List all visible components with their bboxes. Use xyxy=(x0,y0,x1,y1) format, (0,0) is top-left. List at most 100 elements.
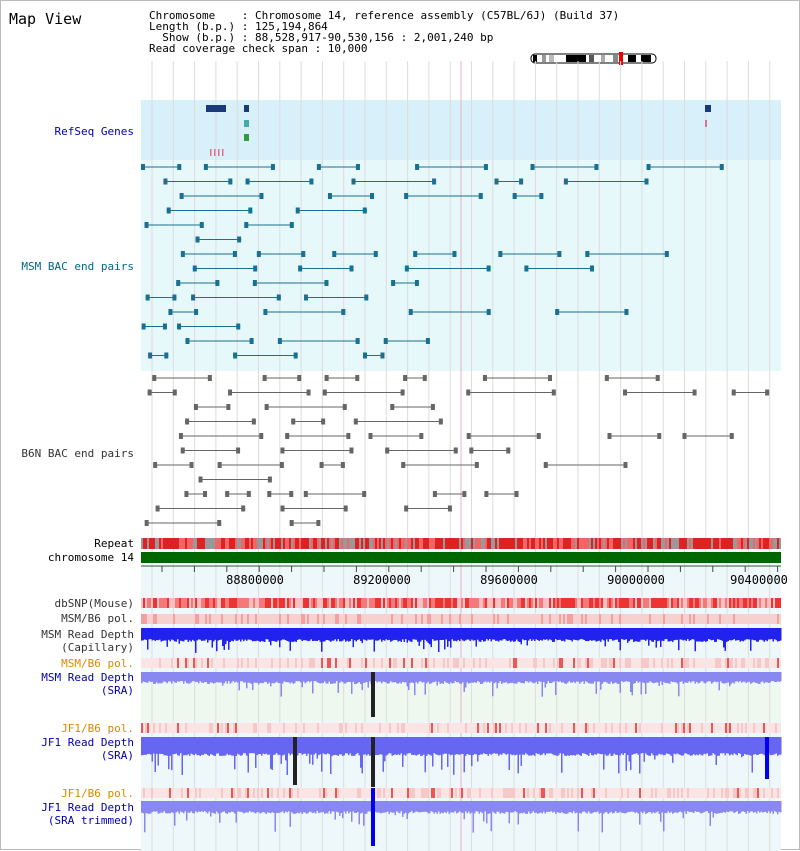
heat-cell xyxy=(321,788,323,798)
repeat-segment xyxy=(263,538,265,549)
b6n-bac-pair-end xyxy=(346,433,351,439)
heat-cell xyxy=(547,658,549,668)
heat-cell xyxy=(275,788,277,798)
msm-bac-pair-end xyxy=(414,280,419,286)
depth-bar xyxy=(201,672,203,683)
depth-bar xyxy=(754,672,756,683)
depth-bar xyxy=(390,801,392,812)
depth-bar xyxy=(289,737,291,756)
heat-cell xyxy=(627,614,629,624)
depth-bar xyxy=(666,628,668,640)
depth-bar xyxy=(615,628,617,640)
depth-bar xyxy=(682,628,684,641)
depth-bar xyxy=(703,628,705,641)
depth-bar xyxy=(454,628,456,641)
depth-bar xyxy=(451,628,453,640)
repeat-segment xyxy=(299,538,301,549)
repeat-segment xyxy=(501,538,503,549)
depth-bar xyxy=(717,737,719,756)
depth-bar xyxy=(546,737,548,754)
heat-cell xyxy=(611,598,613,608)
heat-cell xyxy=(599,788,601,798)
heat-cell xyxy=(515,598,517,608)
heat-cell xyxy=(267,658,269,668)
depth-bar xyxy=(286,672,288,683)
heat-cell xyxy=(165,658,167,668)
repeat-segment xyxy=(669,538,671,549)
depth-bar xyxy=(262,672,264,684)
heat-cell xyxy=(779,598,781,608)
heat-cell xyxy=(535,658,537,668)
depth-bar xyxy=(304,801,306,813)
depth-bar xyxy=(609,801,611,813)
depth-bar xyxy=(415,737,417,756)
depth-bar xyxy=(346,801,348,812)
heat-cell xyxy=(463,614,465,624)
depth-bar xyxy=(402,737,404,767)
depth-bar xyxy=(669,672,671,684)
depth-bar xyxy=(514,672,516,684)
heat-cell xyxy=(303,614,305,624)
repeat-segment xyxy=(457,538,459,549)
depth-bar xyxy=(162,628,164,641)
heat-cell xyxy=(673,788,675,798)
heat-cell xyxy=(419,658,421,668)
msm-bac-pair-end xyxy=(452,251,457,257)
depth-bar xyxy=(330,737,332,774)
repeat-segment xyxy=(201,538,203,549)
depth-bar xyxy=(481,628,483,641)
depth-bar xyxy=(528,801,530,812)
depth-bar xyxy=(685,737,687,754)
depth-spike xyxy=(371,672,375,717)
heat-cell xyxy=(281,723,283,733)
depth-bar xyxy=(636,672,638,682)
heat-cell xyxy=(553,723,555,733)
depth-bar xyxy=(715,737,717,765)
heat-cell xyxy=(691,658,693,668)
depth-bar xyxy=(766,737,768,754)
depth-bar xyxy=(481,672,483,684)
heat-cell xyxy=(773,788,775,798)
repeat-segment xyxy=(517,538,519,549)
depth-bar xyxy=(325,801,327,814)
heat-cell xyxy=(617,598,619,608)
depth-bar xyxy=(157,672,159,684)
depth-bar xyxy=(343,801,345,812)
depth-bar xyxy=(430,737,432,756)
heat-cell xyxy=(221,658,223,668)
depth-bar xyxy=(247,672,249,683)
depth-bar xyxy=(618,737,620,774)
track-label-msm-bac[interactable]: MSM BAC end pairs xyxy=(21,260,134,273)
track-label-b6n-bac[interactable]: B6N BAC end pairs xyxy=(21,447,134,460)
depth-bar xyxy=(408,628,410,641)
depth-bar xyxy=(202,737,204,755)
repeat-segment xyxy=(695,538,697,549)
heat-cell xyxy=(375,598,377,608)
repeat-segment xyxy=(165,538,167,549)
heat-cell xyxy=(723,598,725,608)
heat-cell xyxy=(329,614,331,624)
heat-cell xyxy=(691,788,693,798)
depth-bar xyxy=(673,737,675,754)
heat-cell xyxy=(603,614,605,624)
depth-bar xyxy=(472,737,474,756)
heat-cell xyxy=(499,788,501,798)
depth-bar xyxy=(409,737,411,754)
depth-bar xyxy=(300,628,302,640)
depth-bar xyxy=(606,801,608,813)
heat-cell xyxy=(507,598,509,608)
heat-cell xyxy=(665,788,667,798)
heat-cell xyxy=(493,788,495,798)
heat-cell xyxy=(651,788,653,798)
heat-cell xyxy=(581,614,583,624)
heat-cell xyxy=(423,723,425,733)
heat-cell xyxy=(483,614,485,624)
depth-bar xyxy=(285,737,287,761)
track-label-refseq[interactable]: RefSeq Genes xyxy=(54,125,134,138)
heat-cell xyxy=(423,658,425,668)
heat-cell xyxy=(591,788,593,798)
repeat-segment xyxy=(357,538,359,549)
depth-bar xyxy=(627,801,629,813)
depth-bar xyxy=(603,628,605,641)
depth-bar xyxy=(721,628,723,641)
